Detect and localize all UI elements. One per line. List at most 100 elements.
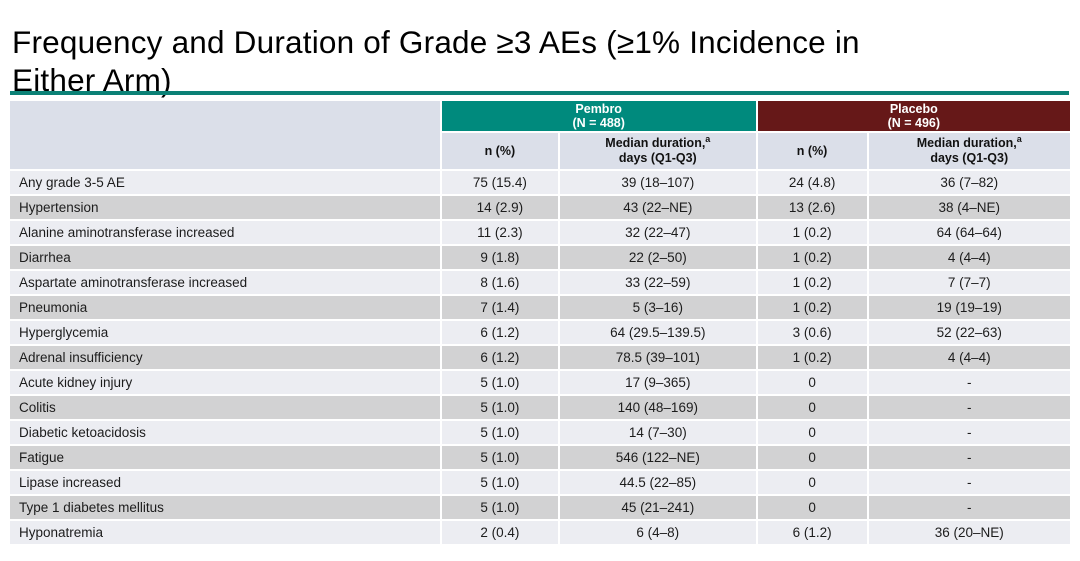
pembro-duration-cell: 14 (7–30) xyxy=(559,421,756,444)
pembro-duration-cell: 32 (22–47) xyxy=(559,221,756,244)
page-title: Frequency and Duration of Grade ≥3 AEs (… xyxy=(12,23,1068,99)
pembro-duration-cell: 39 (18–107) xyxy=(559,171,756,194)
table-row: Adrenal insufficiency 6 (1.2) 78.5 (39–1… xyxy=(10,346,1070,369)
placebo-n-cell: 0 xyxy=(757,421,867,444)
title-underline-rule xyxy=(10,91,1069,95)
pembro-duration-cell: 44.5 (22–85) xyxy=(559,471,756,494)
footnote-marker-a: a xyxy=(1016,133,1022,144)
pembro-duration-cell: 17 (9–365) xyxy=(559,371,756,394)
placebo-duration-cell: - xyxy=(868,396,1070,419)
placebo-n-cell: 6 (1.2) xyxy=(757,521,867,544)
placebo-n-cell: 3 (0.6) xyxy=(757,321,867,344)
placebo-duration-cell: 4 (4–4) xyxy=(868,346,1070,369)
ae-name-cell: Hypertension xyxy=(10,196,440,219)
pembro-duration-cell: 5 (3–16) xyxy=(559,296,756,319)
table-row: Acute kidney injury 5 (1.0) 17 (9–365) 0… xyxy=(10,371,1070,394)
pembro-n-cell: 75 (15.4) xyxy=(441,171,558,194)
table-row: Hyperglycemia 6 (1.2) 64 (29.5–139.5) 3 … xyxy=(10,321,1070,344)
pembro-n-cell: 11 (2.3) xyxy=(441,221,558,244)
pembro-n-cell: 9 (1.8) xyxy=(441,246,558,269)
ae-name-cell: Colitis xyxy=(10,396,440,419)
placebo-duration-cell: - xyxy=(868,421,1070,444)
pembro-duration-cell: 64 (29.5–139.5) xyxy=(559,321,756,344)
pembro-n-cell: 5 (1.0) xyxy=(441,396,558,419)
placebo-n-cell: 1 (0.2) xyxy=(757,246,867,269)
placebo-duration-cell: - xyxy=(868,446,1070,469)
pembro-n-cell: 5 (1.0) xyxy=(441,471,558,494)
pembro-duration-cell: 6 (4–8) xyxy=(559,521,756,544)
pembro-n-cell: 8 (1.6) xyxy=(441,271,558,294)
pembro-n-cell: 5 (1.0) xyxy=(441,371,558,394)
pembro-duration-cell: 33 (22–59) xyxy=(559,271,756,294)
pembro-n-cell: 7 (1.4) xyxy=(441,296,558,319)
placebo-duration-cell: 38 (4–NE) xyxy=(868,196,1070,219)
placebo-duration-cell: 4 (4–4) xyxy=(868,246,1070,269)
table-row: Hyponatremia 2 (0.4) 6 (4–8) 6 (1.2) 36 … xyxy=(10,521,1070,544)
table-row: Diabetic ketoacidosis 5 (1.0) 14 (7–30) … xyxy=(10,421,1070,444)
table-row: Diarrhea 9 (1.8) 22 (2–50) 1 (0.2) 4 (4–… xyxy=(10,246,1070,269)
ae-name-cell: Diabetic ketoacidosis xyxy=(10,421,440,444)
placebo-n-cell: 0 xyxy=(757,446,867,469)
placebo-duration-cell: - xyxy=(868,371,1070,394)
pembro-duration-cell: 43 (22–NE) xyxy=(559,196,756,219)
placebo-n-cell: 0 xyxy=(757,396,867,419)
pembro-n-cell: 14 (2.9) xyxy=(441,196,558,219)
pembro-duration-cell: 78.5 (39–101) xyxy=(559,346,756,369)
placebo-n-cell: 1 (0.2) xyxy=(757,271,867,294)
ae-name-cell: Aspartate aminotransferase increased xyxy=(10,271,440,294)
group-header-row: Pembro (N = 488) Placebo (N = 496) xyxy=(10,101,1070,169)
table-row: Pneumonia 7 (1.4) 5 (3–16) 1 (0.2) 19 (1… xyxy=(10,296,1070,319)
pembro-n-cell: 5 (1.0) xyxy=(441,421,558,444)
pembro-group-header: Pembro (N = 488) xyxy=(441,101,756,131)
pembro-duration-cell: 140 (48–169) xyxy=(559,396,756,419)
placebo-n-pct-header: n (%) xyxy=(757,133,867,169)
ae-name-cell: Type 1 diabetes mellitus xyxy=(10,496,440,519)
ae-name-cell: Diarrhea xyxy=(10,246,440,269)
placebo-n-cell: 1 (0.2) xyxy=(757,296,867,319)
pembro-group-name: Pembro xyxy=(575,102,622,116)
ae-table: Pembro (N = 488) Placebo (N = 496) n (%)… xyxy=(8,99,1072,546)
pembro-n-cell: 5 (1.0) xyxy=(441,446,558,469)
table-row: Alanine aminotransferase increased 11 (2… xyxy=(10,221,1070,244)
pembro-median-duration-header: Median duration,a days (Q1-Q3) xyxy=(559,133,756,169)
ae-table-container: Pembro (N = 488) Placebo (N = 496) n (%)… xyxy=(8,99,1072,546)
pembro-n-cell: 6 (1.2) xyxy=(441,346,558,369)
placebo-duration-cell: 64 (64–64) xyxy=(868,221,1070,244)
ae-name-cell: Acute kidney injury xyxy=(10,371,440,394)
table-row: Type 1 diabetes mellitus 5 (1.0) 45 (21–… xyxy=(10,496,1070,519)
sub-header-row: n (%) Median duration,a days (Q1-Q3) n (… xyxy=(10,133,1070,169)
placebo-duration-cell: 36 (20–NE) xyxy=(868,521,1070,544)
placebo-n-cell: 0 xyxy=(757,471,867,494)
placebo-n-cell: 0 xyxy=(757,371,867,394)
pembro-n-cell: 2 (0.4) xyxy=(441,521,558,544)
placebo-n-cell: 1 (0.2) xyxy=(757,346,867,369)
pembro-duration-cell: 22 (2–50) xyxy=(559,246,756,269)
pembro-duration-cell: 45 (21–241) xyxy=(559,496,756,519)
table-row: Aspartate aminotransferase increased 8 (… xyxy=(10,271,1070,294)
ae-name-cell: Pneumonia xyxy=(10,296,440,319)
placebo-duration-cell: 7 (7–7) xyxy=(868,271,1070,294)
table-row: Fatigue 5 (1.0) 546 (122–NE) 0 - xyxy=(10,446,1070,469)
placebo-n-cell: 13 (2.6) xyxy=(757,196,867,219)
placebo-group-n: (N = 496) xyxy=(887,116,941,130)
ae-name-cell: Hyponatremia xyxy=(10,521,440,544)
placebo-n-cell: 1 (0.2) xyxy=(757,221,867,244)
placebo-group-header: Placebo (N = 496) xyxy=(757,101,1070,131)
pembro-n-cell: 6 (1.2) xyxy=(441,321,558,344)
table-row: Any grade 3-5 AE 75 (15.4) 39 (18–107) 2… xyxy=(10,171,1070,194)
page-title-line1: Frequency and Duration of Grade ≥3 AEs (… xyxy=(12,24,860,61)
ae-name-cell: Lipase increased xyxy=(10,471,440,494)
table-row: Lipase increased 5 (1.0) 44.5 (22–85) 0 … xyxy=(10,471,1070,494)
pembro-n-cell: 5 (1.0) xyxy=(441,496,558,519)
ae-name-cell: Adrenal insufficiency xyxy=(10,346,440,369)
table-row: Hypertension 14 (2.9) 43 (22–NE) 13 (2.6… xyxy=(10,196,1070,219)
ae-name-cell: Hyperglycemia xyxy=(10,321,440,344)
pembro-group-n: (N = 488) xyxy=(572,116,625,130)
placebo-duration-cell: 36 (7–82) xyxy=(868,171,1070,194)
placebo-duration-cell: - xyxy=(868,496,1070,519)
ae-name-cell: Fatigue xyxy=(10,446,440,469)
placebo-n-cell: 24 (4.8) xyxy=(757,171,867,194)
placebo-duration-cell: 19 (19–19) xyxy=(868,296,1070,319)
table-row: Colitis 5 (1.0) 140 (48–169) 0 - xyxy=(10,396,1070,419)
